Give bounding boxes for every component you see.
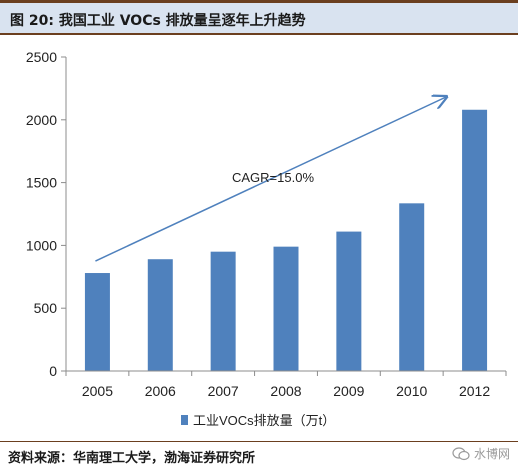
x-tick-label: 2009 — [333, 383, 364, 399]
bottom-rule — [0, 441, 518, 442]
x-tick-label: 2012 — [459, 383, 490, 399]
source-note: 资料来源：华南理工大学，渤海证券研究所 — [8, 451, 256, 466]
x-tick-label: 2005 — [82, 383, 113, 399]
x-axis: 2005 2006 2007 2008 2009 2010 2012 — [65, 370, 507, 399]
bar-2012 — [462, 109, 488, 371]
legend: 工业VOCs排放量（万t） — [181, 413, 335, 428]
y-tick-label: 2000 — [26, 112, 57, 128]
top-rule — [0, 0, 518, 3]
bar-2005 — [84, 273, 110, 371]
legend-swatch — [181, 415, 188, 425]
y-axis: 0 500 1000 1500 2000 2500 — [26, 49, 67, 379]
x-tick-label: 2006 — [145, 383, 176, 399]
wechat-icon — [452, 446, 470, 460]
cagr-annotation: CAGR=15.0% — [232, 170, 314, 185]
bar-2007 — [210, 251, 236, 371]
x-tick-label: 2010 — [396, 383, 427, 399]
x-tick-label: 2008 — [270, 383, 301, 399]
watermark-text: 水博网 — [473, 447, 510, 461]
watermark: 水博网 — [452, 445, 510, 462]
y-tick-label: 2500 — [26, 49, 57, 65]
x-tick-label: 2007 — [208, 383, 239, 399]
title-rule — [0, 33, 518, 35]
bar-2009 — [336, 231, 362, 371]
bar-2010 — [399, 203, 425, 371]
y-tick-label: 500 — [34, 300, 58, 316]
cagr-trend-arrow — [95, 97, 446, 262]
bar-2006 — [147, 259, 173, 371]
legend-label: 工业VOCs排放量（万t） — [193, 413, 335, 428]
bars — [84, 109, 488, 371]
y-tick-label: 1500 — [26, 175, 57, 191]
bar-2008 — [273, 246, 299, 371]
title-bar: 图 20: 我国工业 VOCs 排放量呈逐年上升趋势 — [0, 3, 518, 33]
y-tick-label: 0 — [49, 363, 57, 379]
y-tick-label: 1000 — [26, 237, 57, 253]
figure-title: 图 20: 我国工业 VOCs 排放量呈逐年上升趋势 — [10, 13, 306, 29]
